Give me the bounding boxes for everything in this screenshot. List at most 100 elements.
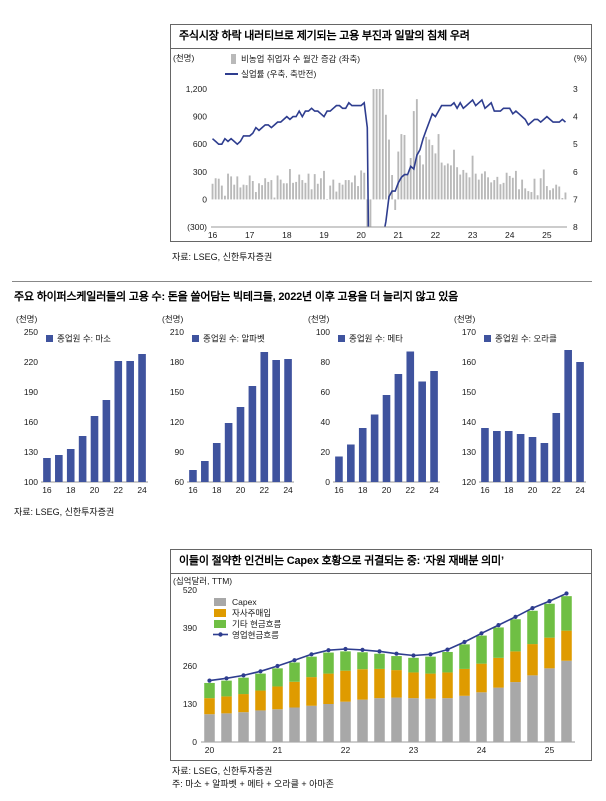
middle-section-source: 자료: LSEG, 신한투자증권 <box>14 507 115 517</box>
svg-text:260: 260 <box>183 661 197 671</box>
svg-text:종업원 수: 메타: 종업원 수: 메타 <box>349 334 403 344</box>
top-chart-panel: 주식시장 하락 내러티브로 제기되는 고용 부진과 일말의 침체 우려 (천명)… <box>170 24 592 242</box>
headcount-bars <box>481 350 584 482</box>
svg-text:20: 20 <box>382 485 392 495</box>
svg-text:종업원 수: 알파벳: 종업원 수: 알파벳 <box>203 334 265 344</box>
svg-text:5: 5 <box>573 139 578 149</box>
mini-legend-swatch <box>338 335 345 342</box>
svg-text:24: 24 <box>477 745 487 755</box>
svg-text:140: 140 <box>462 417 476 427</box>
payroll-bars <box>211 88 567 227</box>
svg-text:150: 150 <box>462 387 476 397</box>
oracle-headcount-chart: (천명) 120 130 140 150 160 170 16 18 20 22 24 종업원 수: 오… <box>452 312 592 498</box>
svg-text:(300): (300) <box>187 222 207 232</box>
svg-text:21: 21 <box>273 745 283 755</box>
svg-text:24: 24 <box>505 230 515 240</box>
svg-text:22: 22 <box>552 485 562 495</box>
svg-text:20: 20 <box>321 447 331 457</box>
svg-text:520: 520 <box>183 585 197 595</box>
svg-text:(천명): (천명) <box>454 314 475 324</box>
svg-text:23: 23 <box>468 230 478 240</box>
svg-text:17: 17 <box>245 230 255 240</box>
headcount-oracle-svg: (천명) 120 130 140 150 160 170 16 18 20 22 24 종업원 수: 오… <box>454 314 586 495</box>
svg-text:23: 23 <box>409 745 419 755</box>
bottom-chart-source: 자료: LSEG, 신한투자증권 <box>172 766 273 776</box>
svg-text:20: 20 <box>356 230 366 240</box>
svg-text:(천명): (천명) <box>308 314 329 324</box>
svg-text:390: 390 <box>183 623 197 633</box>
svg-text:21: 21 <box>394 230 404 240</box>
svg-text:(천명): (천명) <box>173 53 194 63</box>
svg-text:(%): (%) <box>574 53 587 63</box>
svg-text:24: 24 <box>137 485 147 495</box>
svg-text:22: 22 <box>341 745 351 755</box>
svg-text:18: 18 <box>212 485 222 495</box>
svg-text:20: 20 <box>205 745 215 755</box>
svg-text:24: 24 <box>283 485 293 495</box>
svg-text:600: 600 <box>193 139 207 149</box>
svg-text:19: 19 <box>319 230 329 240</box>
bottom-chart-title: 이들이 절약한 인건비는 Capex 호황으로 귀결되는 중: ‘자원 재배분 … <box>171 550 591 574</box>
unemployment-line <box>211 98 567 227</box>
svg-text:비농업 취업자 수 월간 증감 (좌축): 비농업 취업자 수 월간 증감 (좌축) <box>241 54 360 64</box>
svg-text:60: 60 <box>175 477 185 487</box>
svg-text:22: 22 <box>260 485 270 495</box>
svg-text:7: 7 <box>573 194 578 204</box>
svg-text:60: 60 <box>321 387 331 397</box>
svg-text:16: 16 <box>188 485 198 495</box>
headcount-bars <box>189 352 292 482</box>
mini-legend-swatch <box>484 335 491 342</box>
svg-text:실업률 (우축, 축반전): 실업률 (우축, 축반전) <box>241 69 316 79</box>
mini-legend-swatch <box>192 335 199 342</box>
svg-text:40: 40 <box>321 417 331 427</box>
svg-text:130: 130 <box>183 699 197 709</box>
svg-text:16: 16 <box>42 485 52 495</box>
headcount-microsoft-svg: (천명) 100 130 160 190 220 250 16 18 20 22 24 종업원 수: 마… <box>16 314 148 495</box>
svg-text:18: 18 <box>504 485 514 495</box>
svg-text:0: 0 <box>202 194 207 204</box>
svg-text:4: 4 <box>573 111 578 121</box>
svg-text:22: 22 <box>114 485 124 495</box>
middle-section-title: 주요 하이퍼스케일러들의 고용 수: 돈을 쓸어담는 빅테크들, 2022년 이… <box>14 291 459 303</box>
svg-text:20: 20 <box>236 485 246 495</box>
svg-text:20: 20 <box>90 485 100 495</box>
headcount-alphabet-svg: (천명) 60 90 120 150 180 210 16 18 20 22 24 종업원 수: 알파벳 <box>162 314 294 495</box>
svg-text:(천명): (천명) <box>16 314 37 324</box>
svg-text:종업원 수: 오라클: 종업원 수: 오라클 <box>495 334 557 344</box>
svg-text:220: 220 <box>24 357 38 367</box>
svg-text:25: 25 <box>545 745 555 755</box>
svg-text:1,200: 1,200 <box>186 84 208 94</box>
svg-text:90: 90 <box>175 447 185 457</box>
headcount-meta-svg: (천명) 0 20 40 60 80 100 16 18 20 22 24 종업원 수: 메타 <box>308 314 440 495</box>
svg-text:170: 170 <box>462 327 476 337</box>
section-divider <box>12 281 592 282</box>
svg-text:160: 160 <box>462 357 476 367</box>
svg-text:80: 80 <box>321 357 331 367</box>
microsoft-headcount-chart: (천명) 100 130 160 190 220 250 16 18 20 22 24 종업원 수: 마… <box>14 312 154 498</box>
svg-text:120: 120 <box>462 477 476 487</box>
svg-text:16: 16 <box>334 485 344 495</box>
svg-text:18: 18 <box>282 230 292 240</box>
svg-text:0: 0 <box>325 477 330 487</box>
capex-stacked-chart: (십억달러, TTM) 0 130 260 390 520 20 21 22 23 24 25 Cape… <box>171 574 591 760</box>
svg-text:기타 현금흐름: 기타 현금흐름 <box>232 619 281 629</box>
svg-text:20: 20 <box>528 485 538 495</box>
svg-text:24: 24 <box>429 485 439 495</box>
headcount-bars <box>335 351 438 482</box>
svg-text:22: 22 <box>406 485 416 495</box>
svg-text:(십억달러, TTM): (십억달러, TTM) <box>173 576 232 586</box>
svg-text:Capex: Capex <box>232 597 257 607</box>
capex-stacked-svg: (십억달러, TTM) 0 130 260 390 520 20 21 22 23 24 25 Cape… <box>173 576 575 755</box>
svg-text:0: 0 <box>192 737 197 747</box>
operating-cashflow-line <box>207 591 569 683</box>
payrolls-unemployment-chart: (천명) (%) 1,200 900 600 300 0 (300) 3 4 5 6 7 8 비농업 취업자… <box>171 49 591 241</box>
svg-text:16: 16 <box>480 485 490 495</box>
svg-text:150: 150 <box>170 387 184 397</box>
svg-text:100: 100 <box>316 327 330 337</box>
svg-text:18: 18 <box>358 485 368 495</box>
headcount-bars <box>43 354 146 482</box>
svg-text:종업원 수: 마소: 종업원 수: 마소 <box>57 334 111 344</box>
bottom-chart-note: 주: 마소 + 알파벳 + 메타 + 오라클 + 아마존 <box>172 779 334 789</box>
svg-text:16: 16 <box>208 230 218 240</box>
